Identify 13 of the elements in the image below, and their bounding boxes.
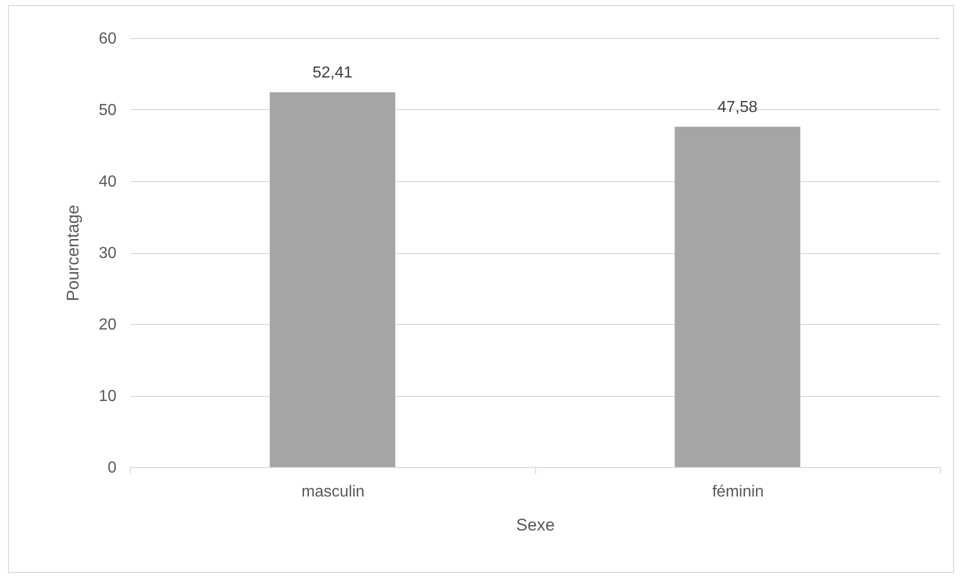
y-tick-label: 0: [108, 460, 117, 476]
y-tick-label: 60: [98, 30, 117, 48]
y-tick-label: 30: [98, 245, 117, 262]
y-axis-title: Pourcentage: [64, 204, 83, 302]
x-tick-label: masculin: [301, 484, 365, 500]
x-tick-label: féminin: [712, 484, 764, 500]
y-tick-label: 40: [98, 174, 117, 190]
x-axis-title: Sexe: [516, 516, 555, 534]
data-label: 47,58: [717, 98, 758, 116]
y-tick-label: 50: [98, 102, 117, 119]
y-tick-label: 10: [98, 388, 117, 405]
y-tick-label: 20: [98, 316, 117, 334]
data-label: 52,41: [312, 64, 353, 82]
